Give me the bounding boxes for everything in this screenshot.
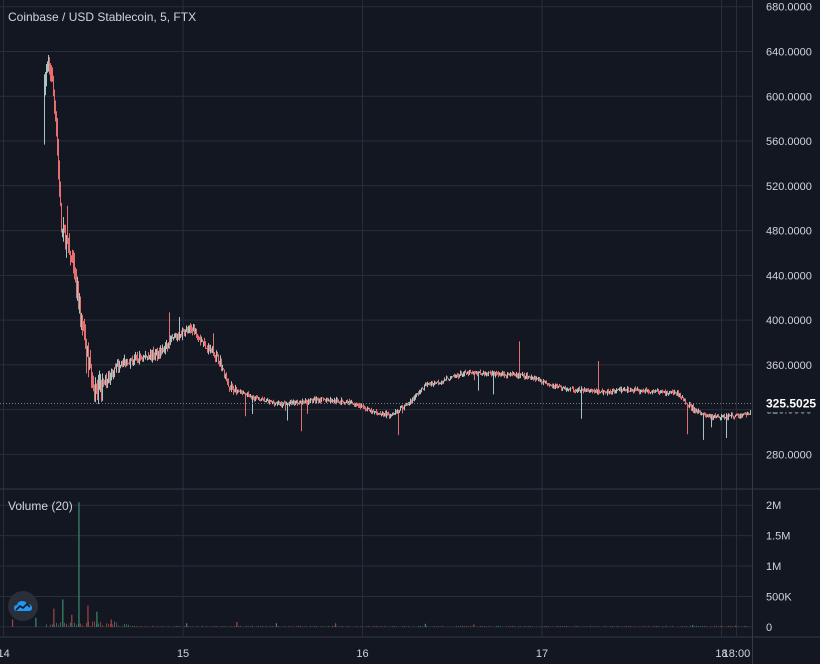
time-tick-label: 18:00 bbox=[723, 648, 751, 660]
price-tick-label: 440.0000 bbox=[766, 270, 812, 282]
time-tick-label: 18 bbox=[715, 648, 727, 660]
volume-label: Volume (20) bbox=[8, 499, 73, 513]
time-tick-label: 15 bbox=[177, 648, 189, 660]
price-tick-label: 560.0000 bbox=[766, 136, 812, 148]
price-tick-label: 640.0000 bbox=[766, 46, 812, 58]
volume-tick-label: 1M bbox=[766, 561, 781, 573]
grid-lines bbox=[0, 0, 752, 636]
tradingview-cloud-icon[interactable] bbox=[8, 591, 38, 621]
price-candles bbox=[44, 55, 751, 440]
time-tick-label: 16 bbox=[356, 648, 368, 660]
volume-tick-label: 1.5M bbox=[766, 531, 790, 543]
last-price-label: 325.5025 bbox=[766, 396, 816, 410]
volume-tick-label: 0 bbox=[766, 622, 772, 634]
price-tick-label: 280.0000 bbox=[766, 449, 812, 461]
last-price-badge bbox=[754, 394, 820, 413]
volume-bars bbox=[11, 502, 749, 627]
price-tick-label: 400.0000 bbox=[766, 315, 812, 327]
volume-tick-label: 2M bbox=[766, 500, 781, 512]
time-tick-label: 14 bbox=[0, 648, 10, 660]
chart-title: Coinbase / USD Stablecoin, 5, FTX bbox=[8, 10, 197, 24]
price-tick-label: 360.0000 bbox=[766, 360, 812, 372]
time-tick-label: 17 bbox=[536, 648, 548, 660]
price-tick-label: 520.0000 bbox=[766, 181, 812, 193]
price-tick-label: 480.0000 bbox=[766, 226, 812, 238]
volume-tick-label: 500K bbox=[766, 591, 792, 603]
price-tick-label: 600.0000 bbox=[766, 91, 812, 103]
price-tick-label: 680.0000 bbox=[766, 2, 812, 14]
